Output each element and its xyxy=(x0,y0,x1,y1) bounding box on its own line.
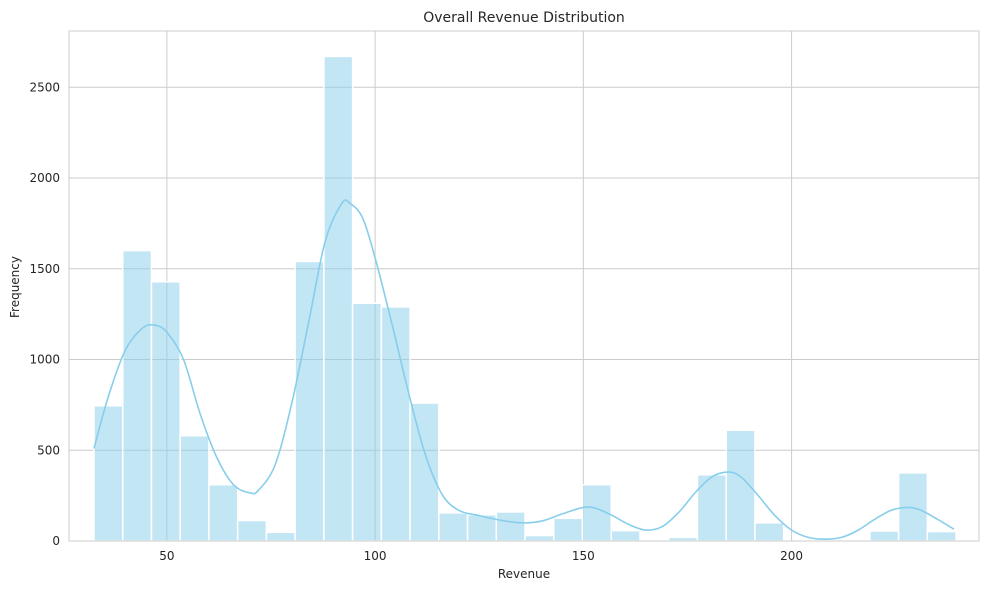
histogram-bar xyxy=(294,260,325,542)
histogram-bar xyxy=(438,512,469,542)
histogram-bar xyxy=(323,55,354,542)
histogram-bar xyxy=(409,402,440,542)
histogram-bar xyxy=(667,536,699,542)
x-tick-labels: 50 100 150 200 xyxy=(159,549,803,563)
histogram-bar xyxy=(179,434,210,542)
y-tick-label: 1500 xyxy=(29,262,60,276)
histogram-bar xyxy=(93,405,124,542)
histogram-bar xyxy=(150,281,181,542)
histogram-bar xyxy=(610,529,641,542)
histogram-bar xyxy=(495,511,526,542)
histogram-bar xyxy=(754,522,785,542)
chart-title: Overall Revenue Distribution xyxy=(423,10,625,26)
plot-frame xyxy=(68,30,980,542)
x-tick-label: 50 xyxy=(159,549,174,563)
histogram-bar xyxy=(553,517,584,542)
histogram-bar xyxy=(121,249,153,542)
x-tick-label: 150 xyxy=(572,549,595,563)
y-tick-label: 500 xyxy=(37,443,60,457)
x-tick-label: 100 xyxy=(364,549,387,563)
x-axis-label: Revenue xyxy=(498,567,550,581)
y-tick-labels: 0 500 1000 1500 2000 2500 xyxy=(29,80,60,548)
kde-curve xyxy=(93,199,955,540)
histogram-bar xyxy=(265,531,296,542)
histogram-bar xyxy=(926,530,957,542)
x-tick-label: 200 xyxy=(780,549,803,563)
y-tick-label: 1000 xyxy=(29,353,60,367)
histogram-bar xyxy=(236,519,268,542)
histogram-bars xyxy=(93,55,957,542)
y-tick-label: 2500 xyxy=(29,80,60,94)
grid-layer xyxy=(69,31,979,542)
histogram-bar xyxy=(351,302,383,542)
histogram-bar xyxy=(869,530,900,542)
y-tick-label: 2000 xyxy=(29,171,60,185)
histogram-bar xyxy=(524,534,555,542)
histogram-bar xyxy=(208,483,239,542)
y-axis-label: Frequency xyxy=(8,256,22,318)
y-tick-label: 0 xyxy=(52,534,60,548)
